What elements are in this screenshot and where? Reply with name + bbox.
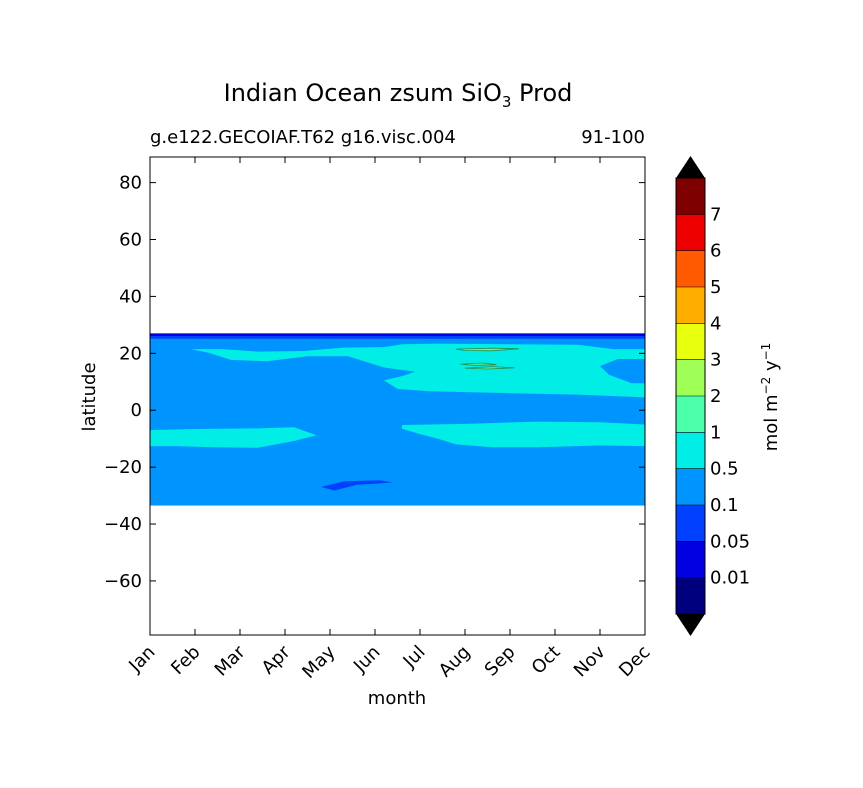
y-tick-label: 60 xyxy=(119,230,142,251)
colorbar-segment xyxy=(676,577,705,614)
region-patch-1 xyxy=(455,347,520,352)
x-tick-label: Dec xyxy=(615,642,654,681)
colorbar-tick-label: 0.01 xyxy=(710,568,750,589)
subtitle-right: 91-100 xyxy=(581,127,645,148)
region-top-edge xyxy=(150,333,645,337)
colorbar-segment xyxy=(676,214,705,251)
x-axis: Jan Feb Mar Apr May Jun Jul Aug Sep Oct Nov Dec xyxy=(124,157,655,683)
region-south-band-west xyxy=(150,427,317,448)
y-tick-label: 40 xyxy=(119,286,142,307)
colorbar-segment xyxy=(676,359,705,396)
colorbar-segment xyxy=(676,505,705,542)
region-patch-2 xyxy=(460,362,497,366)
y-axis: 80 60 40 20 0 −20 −40 −60 xyxy=(104,173,645,592)
x-tick-label: Sep xyxy=(481,642,520,681)
x-tick-label: Mar xyxy=(211,641,250,680)
subtitle-left: g.e122.GECOIAF.T62 g16.visc.004 xyxy=(150,127,456,148)
colorbar-tick-label: 1 xyxy=(710,422,721,443)
plot-frame xyxy=(149,156,646,636)
y-tick-label: −20 xyxy=(104,457,142,478)
y-tick-label: 80 xyxy=(119,173,142,194)
y-tick-label: 0 xyxy=(131,400,142,421)
colorbar: 0.01 0.05 0.1 0.5 1 2 3 4 5 6 7 xyxy=(675,156,750,636)
colorbar-segment xyxy=(676,250,705,287)
x-axis-label: month xyxy=(368,688,426,709)
x-tick-label: Jul xyxy=(399,642,430,673)
colorbar-tick-label: 0.5 xyxy=(710,459,739,480)
colorbar-segment xyxy=(676,178,705,215)
colorbar-tick-label: 3 xyxy=(710,350,721,371)
colorbar-segment xyxy=(676,468,705,505)
y-tick-label: −60 xyxy=(104,571,142,592)
region-north-band xyxy=(190,343,645,398)
y-tick-label: −40 xyxy=(104,514,142,535)
colorbar-tick-label: 0.1 xyxy=(710,495,739,516)
region-low-patch xyxy=(321,480,393,491)
colorbar-segment xyxy=(676,396,705,433)
chart-title: Indian Ocean zsum SiO3 Prod xyxy=(224,79,573,111)
x-tick-label: Feb xyxy=(167,642,204,679)
colorbar-extend-bottom xyxy=(676,614,705,636)
colorbar-segment xyxy=(676,323,705,360)
x-tick-label: May xyxy=(298,641,339,682)
x-tick-label: Aug xyxy=(435,642,475,682)
y-axis-label: latitude xyxy=(79,362,100,431)
x-tick-label: Oct xyxy=(528,642,565,679)
colorbar-label: mol m−2 y−1 xyxy=(759,343,782,452)
colorbar-extend-top xyxy=(676,156,705,178)
colorbar-segment xyxy=(676,432,705,469)
x-tick-label: Nov xyxy=(570,641,610,681)
region-patch-3 xyxy=(464,366,515,370)
region-south-band-east xyxy=(402,421,645,448)
colorbar-tick-label: 5 xyxy=(710,277,721,298)
colorbar-segment xyxy=(676,287,705,324)
colorbar-tick-label: 0.05 xyxy=(710,531,750,552)
x-tick-label: Jun xyxy=(349,642,384,677)
y-tick-label: 20 xyxy=(119,343,142,364)
x-tick-label: Apr xyxy=(258,641,295,678)
plot-area xyxy=(149,156,646,636)
colorbar-segment xyxy=(676,541,705,578)
colorbar-tick-label: 2 xyxy=(710,386,721,407)
x-tick-label: Jan xyxy=(124,642,159,677)
colorbar-tick-label: 7 xyxy=(710,204,721,225)
region-top-edge-inner xyxy=(150,336,645,339)
colorbar-tick-label: 4 xyxy=(710,313,721,334)
colorbar-tick-label: 6 xyxy=(710,241,721,262)
